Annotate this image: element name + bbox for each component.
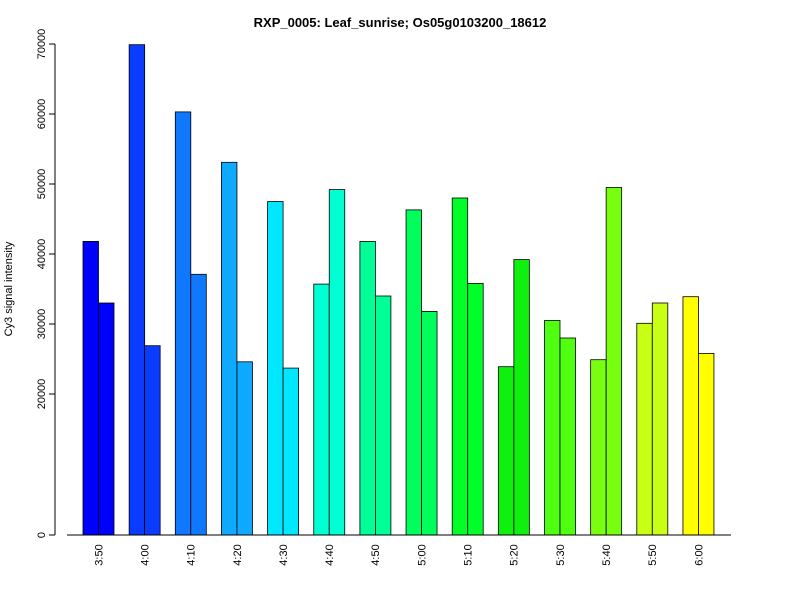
y-tick-label: 30000 (36, 309, 48, 340)
bar (513, 259, 530, 536)
bar (636, 322, 653, 536)
x-tick-label: 5:10 (463, 544, 475, 565)
y-axis: 0 20000 30000 40000 50000 60000 70000 (36, 29, 56, 538)
x-tick-label: 4:20 (232, 544, 244, 565)
bar (128, 44, 146, 536)
bar (328, 189, 346, 536)
x-tick-label: 5:30 (555, 544, 567, 565)
x-tick-label: 4:40 (324, 544, 336, 565)
x-tick-label: 5:20 (509, 544, 521, 565)
x-tick-label: 5:00 (416, 544, 428, 565)
bar (374, 295, 392, 536)
bar (559, 337, 576, 536)
bar (497, 366, 515, 536)
x-tick-label: 5:50 (647, 544, 659, 565)
y-tick-label: 0 (36, 532, 48, 538)
x-tick-label: 3:50 (93, 544, 105, 565)
y-tick-label: 60000 (36, 99, 48, 130)
bar (682, 296, 699, 536)
chart-title: RXP_0005: Leaf_sunrise; Os05g0103200_186… (254, 15, 547, 30)
y-axis-label: Cy3 signal intensity (3, 241, 15, 336)
bar (174, 111, 192, 536)
bar (144, 345, 161, 536)
x-tick-label: 6:00 (693, 544, 705, 565)
bar (236, 361, 253, 536)
bar (451, 197, 469, 536)
bar (190, 273, 207, 536)
x-tick-label: 4:00 (139, 544, 151, 565)
x-tick-label: 4:30 (278, 544, 290, 565)
y-tick-label: 70000 (36, 29, 48, 60)
y-tick-label: 50000 (36, 169, 48, 200)
bar (651, 302, 669, 536)
bar (421, 310, 438, 536)
bar (544, 320, 561, 536)
bar (405, 209, 422, 536)
x-tick-label: 5:40 (601, 544, 613, 565)
bar (698, 352, 715, 536)
y-tick-label: 20000 (36, 379, 48, 410)
x-tick-label: 4:10 (186, 544, 198, 565)
y-tick-label: 40000 (36, 239, 48, 270)
x-tick-label: 4:50 (370, 544, 382, 565)
bar (82, 240, 99, 536)
bar (267, 201, 284, 536)
x-axis: 3:50 4:00 4:10 4:20 4:30 4:40 4:50 5:00 5:10 5:20… (67, 534, 731, 566)
bar (98, 302, 115, 536)
bar (467, 282, 484, 536)
bar (282, 367, 300, 536)
bar (590, 359, 607, 536)
bar (605, 187, 623, 536)
bar (313, 283, 330, 536)
bar (359, 240, 376, 536)
bar (221, 161, 238, 536)
bars-group (82, 44, 715, 536)
